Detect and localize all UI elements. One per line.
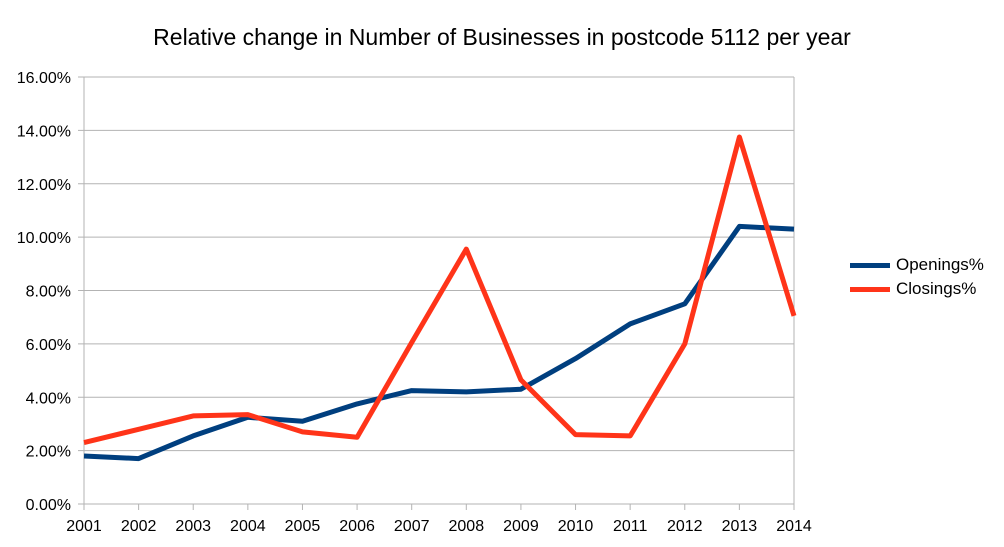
y-tick-label: 10.00% (17, 230, 71, 247)
y-tick-label: 12.00% (17, 177, 71, 194)
x-tick-label: 2002 (121, 518, 157, 535)
gridlines (78, 76, 795, 510)
x-tick-label: 2006 (339, 518, 375, 535)
x-tick-label: 2010 (558, 518, 594, 535)
y-axis-ticks: 0.00% 2.00% 4.00% 6.00% 8.00% 10.00% 12.00% 14.… (17, 70, 71, 514)
legend-item-closings: Closings% (850, 277, 984, 301)
legend-swatch-openings (850, 262, 890, 268)
y-tick-label: 0.00% (26, 497, 71, 514)
series-line-openings (83, 223, 795, 462)
legend-swatch-closings (850, 286, 890, 292)
y-tick-label: 2.00% (26, 444, 71, 461)
y-tick-label: 14.00% (17, 123, 71, 140)
x-tick-label: 2001 (66, 518, 102, 535)
x-tick-label: 2005 (285, 518, 321, 535)
legend-item-openings: Openings% (850, 253, 984, 277)
y-tick-label: 8.00% (26, 284, 71, 301)
x-tick-label: 2012 (667, 518, 703, 535)
x-tick-label: 2003 (175, 518, 211, 535)
x-tick-label: 2013 (722, 518, 758, 535)
x-tick-label: 2008 (449, 518, 485, 535)
x-tick-label: 2014 (776, 518, 812, 535)
chart-title: Relative change in Number of Businesses … (153, 24, 851, 50)
x-tick-label: 2009 (503, 518, 539, 535)
legend-label-openings: Openings% (896, 255, 984, 274)
legend: Openings% Closings% (850, 253, 984, 301)
y-tick-label: 4.00% (26, 390, 71, 407)
x-tick-label: 2007 (394, 518, 430, 535)
y-tick-label: 16.00% (17, 70, 71, 87)
series-line-closings (83, 134, 797, 446)
x-tick-label: 2004 (230, 518, 266, 535)
y-tick-label: 6.00% (26, 337, 71, 354)
x-tick-label: 2011 (613, 518, 648, 535)
series-lines (83, 134, 797, 462)
x-axis-ticks: 2001 2002 2003 2004 2005 2006 2007 2008 2009 2010… (66, 518, 812, 535)
legend-label-closings: Closings% (896, 279, 977, 298)
